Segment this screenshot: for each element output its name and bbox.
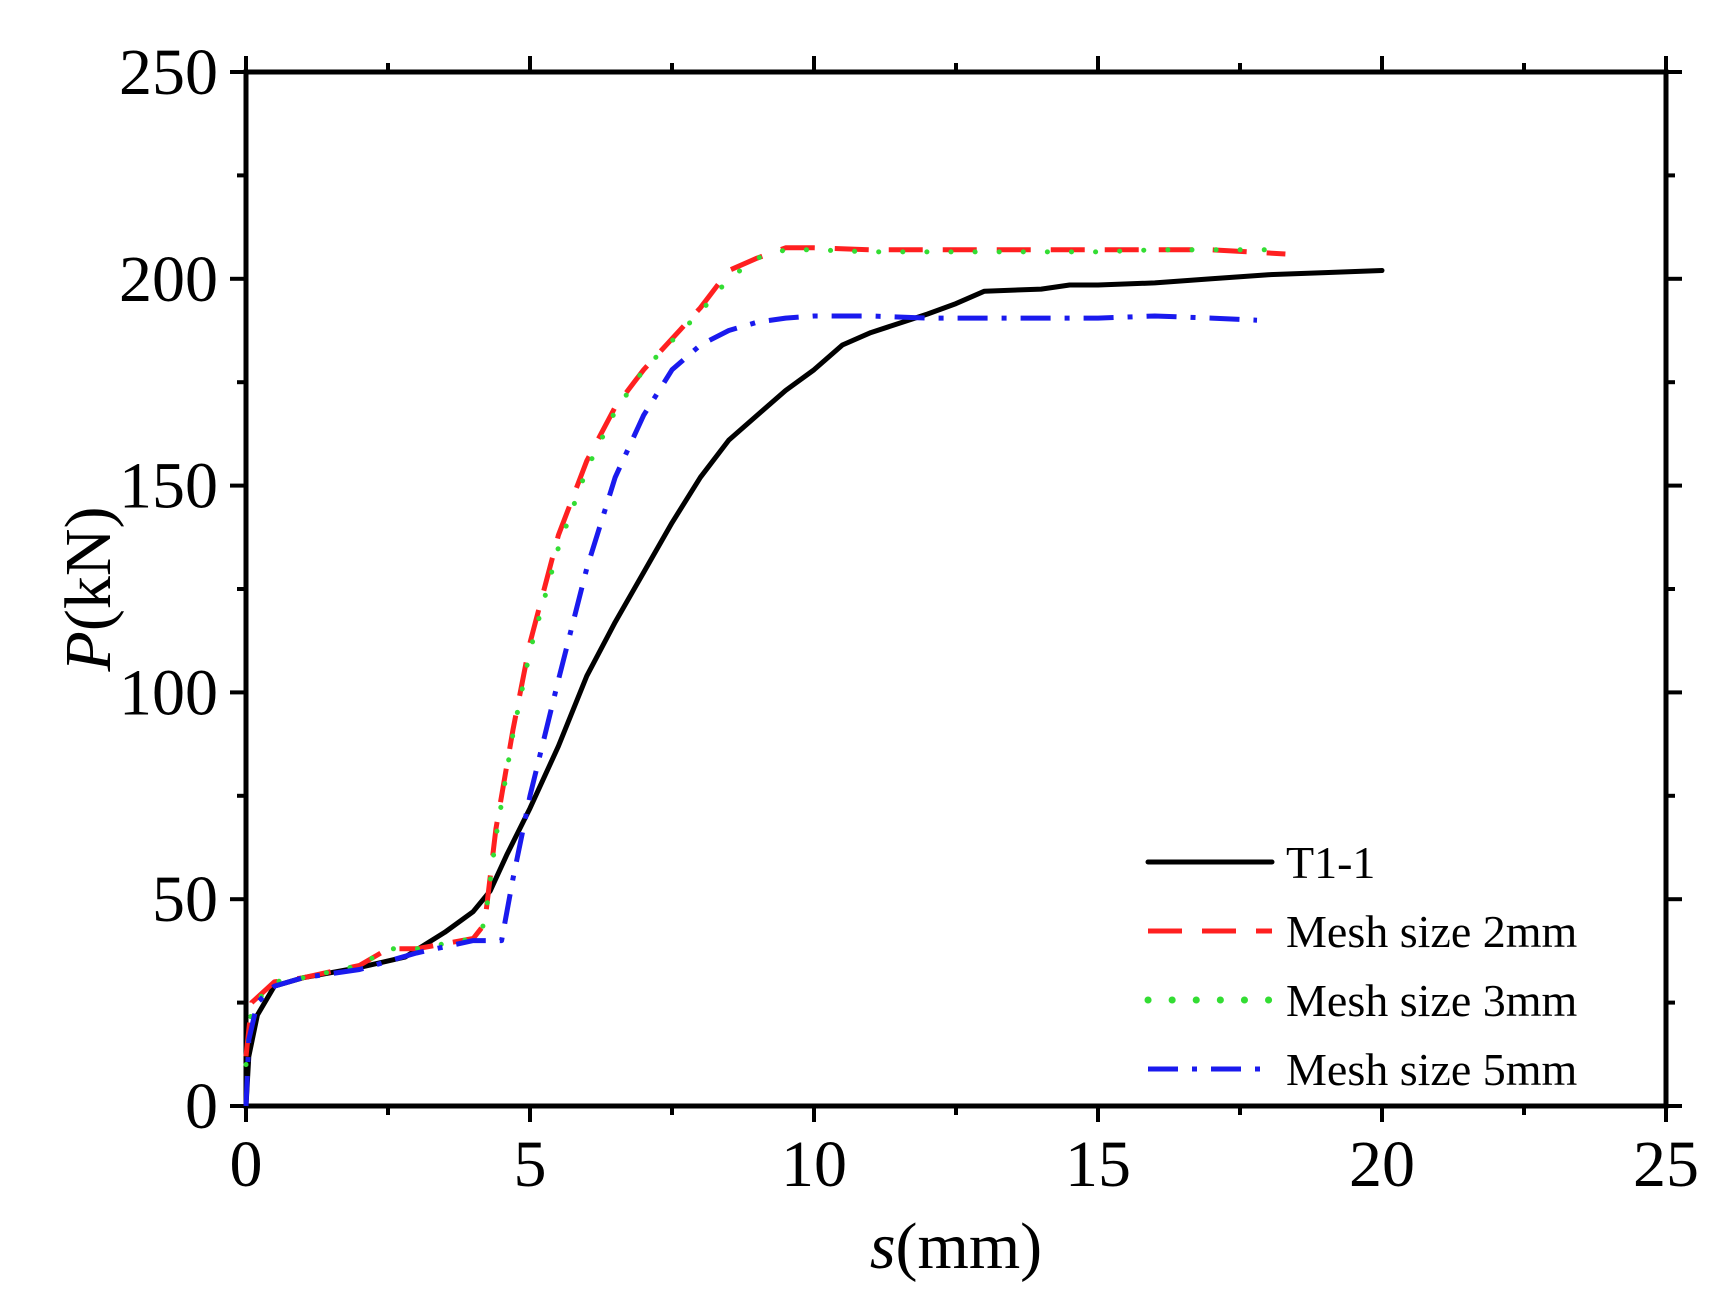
y-axis-title: P(kN) — [52, 507, 125, 673]
x-tick-label: 15 — [1065, 1128, 1131, 1201]
series-line-mesh-size-5mm — [243, 313, 1258, 1107]
legend: T1-1 Mesh size 2mm Mesh size 3mm Mesh size … — [1144, 837, 1578, 1095]
series-layer — [243, 245, 1385, 1109]
legend-label-t1-1: T1-1 — [1286, 837, 1375, 888]
legend-label-mesh-size-2mm: Mesh size 2mm — [1286, 906, 1578, 957]
axis-frame — [243, 69, 1669, 1109]
series-line-t1-1 — [243, 268, 1385, 1109]
legend-label-mesh-size-3mm: Mesh size 3mm — [1286, 975, 1578, 1026]
plot-area — [243, 69, 1669, 1109]
x-axis-title-variable: s — [870, 1210, 896, 1283]
y-tick-label: 150 — [119, 450, 218, 523]
y-tick-label: 50 — [152, 863, 218, 936]
x-tick-label: 0 — [230, 1128, 263, 1201]
x-axis-title: s(mm) — [870, 1210, 1042, 1283]
x-tick-label: 25 — [1633, 1128, 1699, 1201]
x-tick-label: 5 — [514, 1128, 547, 1201]
x-tick-label: 10 — [781, 1128, 847, 1201]
x-tick-label: 20 — [1349, 1128, 1415, 1201]
y-tick-label: 250 — [119, 36, 218, 109]
y-tick-label: 100 — [119, 656, 218, 729]
series-line-mesh-size-3mm — [243, 247, 1288, 1068]
y-axis-title-variable: P — [52, 631, 125, 672]
x-axis-title-unit: (mm) — [896, 1210, 1043, 1283]
series-line-mesh-size-2mm — [243, 245, 1286, 1057]
y-tick-label: 0 — [185, 1070, 218, 1143]
y-tick-label: 200 — [119, 243, 218, 316]
y-axis-title-unit: (kN) — [52, 507, 125, 632]
legend-label-mesh-size-5mm: Mesh size 5mm — [1286, 1044, 1578, 1095]
